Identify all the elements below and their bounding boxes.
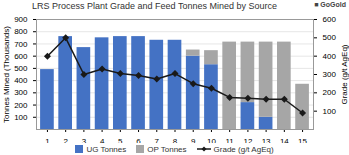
- svg-text:15: 15: [298, 137, 307, 143]
- svg-text:100: 100: [323, 107, 337, 116]
- html-text:■ GoGold: ■ GoGold: [314, 1, 346, 8]
- svg-text:3: 3: [82, 137, 87, 143]
- svg-text:300: 300: [14, 88, 28, 97]
- svg-text:800: 800: [14, 27, 28, 36]
- svg-text:4: 4: [100, 137, 105, 143]
- html-text:UG Tonnes: UG Tonnes: [86, 144, 127, 154]
- svg-text:500: 500: [323, 33, 337, 42]
- svg-text:1: 1: [45, 137, 50, 143]
- svg-text:10: 10: [207, 137, 216, 143]
- svg-text:14: 14: [280, 137, 289, 143]
- svg-text:600: 600: [14, 52, 28, 61]
- html-text:LRS Process Plant Grade and Fe: LRS Process Plant Grade and Feed Tonnes …: [32, 1, 277, 11]
- svg-text:700: 700: [14, 40, 28, 49]
- svg-text:500: 500: [14, 64, 28, 73]
- svg-text:300: 300: [323, 70, 337, 79]
- svg-text:11: 11: [226, 137, 235, 143]
- svg-text:400: 400: [14, 76, 28, 85]
- svg-text:Grade (g/t AgEq): Grade (g/t AgEq): [340, 44, 349, 104]
- svg-text:7: 7: [155, 137, 160, 143]
- svg-text:12: 12: [243, 137, 252, 143]
- svg-text:6: 6: [136, 137, 141, 143]
- svg-text:Tonnes Mined (Thousands): Tonnes Mined (Thousands): [2, 26, 11, 123]
- html-text:Grade (g/t AgEq): Grade (g/t AgEq): [213, 144, 274, 154]
- svg-text:200: 200: [14, 101, 28, 110]
- html-text:OP Tonnes: OP Tonnes: [147, 144, 187, 154]
- svg-text:13: 13: [262, 137, 271, 143]
- svg-text:200: 200: [323, 88, 337, 97]
- svg-text:400: 400: [323, 52, 337, 61]
- svg-text:8: 8: [173, 137, 178, 143]
- svg-text:2: 2: [63, 137, 68, 143]
- svg-text:100: 100: [14, 113, 28, 122]
- svg-text:9: 9: [191, 137, 196, 143]
- svg-text:5: 5: [118, 137, 123, 143]
- svg-text:600: 600: [323, 15, 337, 24]
- svg-text:900: 900: [14, 15, 28, 24]
